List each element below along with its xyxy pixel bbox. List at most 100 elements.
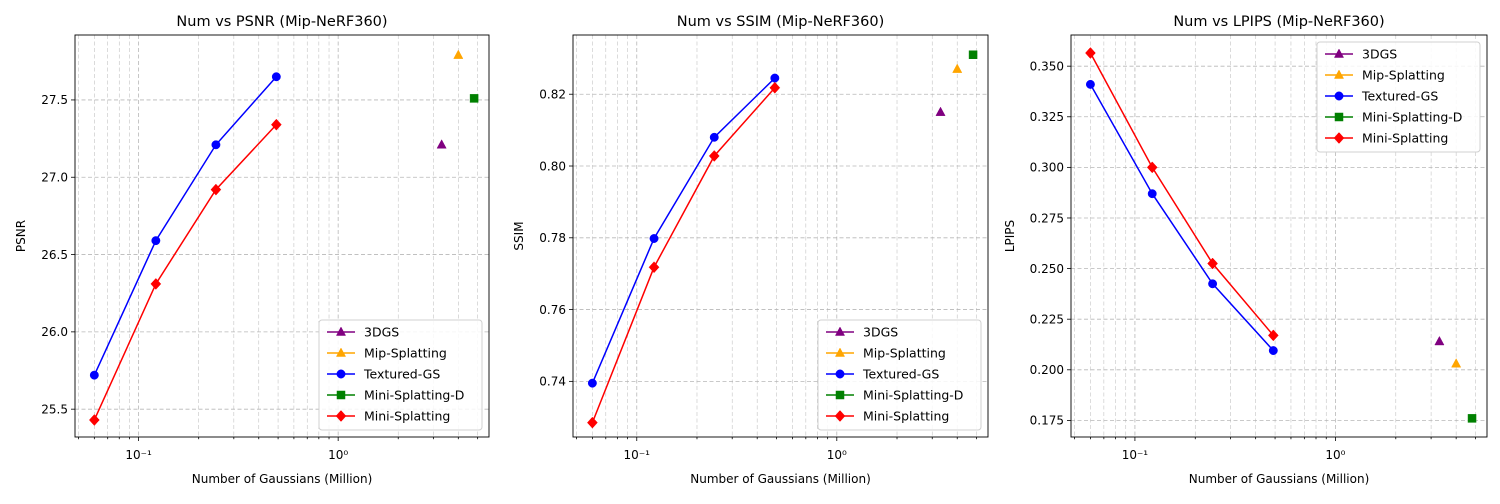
y-axis-ticks: 25.5 26.0 26.5 27.0 27.5 bbox=[41, 93, 75, 416]
legend-marker bbox=[336, 369, 346, 379]
chart-panel-2: 10⁻¹ 10⁰ 0.74 0.76 0.78 0.80 0.82 Num vs SSIM (… bbox=[512, 14, 989, 486]
y-axis-label: SSIM bbox=[512, 221, 526, 250]
data-point bbox=[587, 378, 597, 388]
series-mip-splatting bbox=[952, 63, 963, 73]
x-tick-label: 10⁰ bbox=[328, 448, 348, 462]
x-axis-ticks: 10⁻¹ 10⁰ bbox=[1074, 437, 1476, 462]
legend-label: 3DGS bbox=[1362, 47, 1397, 62]
x-axis-label: Number of Gaussians (Million) bbox=[690, 472, 871, 486]
data-point bbox=[709, 132, 719, 142]
legend-entry: 3DGS bbox=[1325, 47, 1397, 62]
y-tick-label: 0.200 bbox=[1030, 363, 1064, 377]
legend-marker bbox=[336, 390, 346, 400]
series-line bbox=[1089, 84, 1274, 352]
series-mip-splatting bbox=[453, 49, 464, 59]
y-tick-label: 0.350 bbox=[1030, 59, 1064, 73]
series-line bbox=[93, 76, 277, 376]
y-tick-label: 26.0 bbox=[41, 325, 68, 339]
x-axis-label: Number of Gaussians (Million) bbox=[192, 472, 373, 486]
legend-marker bbox=[335, 326, 347, 336]
data-point bbox=[952, 63, 963, 73]
y-tick-label: 0.80 bbox=[539, 159, 566, 173]
data-point bbox=[935, 106, 946, 116]
legend-label: Mip-Splatting bbox=[364, 346, 447, 361]
data-point bbox=[1451, 358, 1462, 368]
legend-label: Mip-Splatting bbox=[1362, 68, 1445, 83]
series-3dgs bbox=[436, 139, 447, 149]
chart-title: Num vs PSNR (Mip-NeRF360) bbox=[176, 14, 387, 30]
data-point bbox=[769, 81, 781, 94]
legend-entry: Textured-GS bbox=[327, 367, 440, 382]
chart-title: Num vs SSIM (Mip-NeRF360) bbox=[677, 14, 884, 30]
data-point bbox=[453, 49, 464, 59]
series-mini-splatting bbox=[587, 81, 781, 429]
legend-marker bbox=[835, 390, 845, 400]
data-point bbox=[587, 416, 598, 429]
chart-panel-1: 10⁻¹ 10⁰ 25.5 26.0 26.5 27.0 27.5 Num vs PSNR (… bbox=[14, 14, 490, 486]
chart-title: Num vs LPIPS (Mip-NeRF360) bbox=[1173, 14, 1384, 30]
legend: 3DGS Mip-Splatting Textured-GS Mini-Splatti… bbox=[817, 319, 982, 431]
legend-label: Mip-Splatting bbox=[863, 346, 946, 361]
data-point bbox=[1208, 279, 1218, 289]
data-point bbox=[1085, 47, 1096, 59]
data-point bbox=[89, 370, 99, 380]
series-line bbox=[591, 87, 776, 423]
data-point bbox=[770, 73, 780, 83]
series-textured-gs bbox=[587, 73, 780, 388]
data-point bbox=[968, 50, 978, 59]
data-point bbox=[89, 414, 100, 426]
data-point bbox=[271, 72, 281, 82]
legend-entry: Mini-Splatting bbox=[1325, 131, 1448, 146]
series-3dgs bbox=[935, 106, 946, 116]
legend-entry: Textured-GS bbox=[826, 367, 939, 382]
y-tick-label: 0.175 bbox=[1030, 414, 1064, 428]
legend-label: Mini-Splatting bbox=[364, 409, 450, 424]
axes-frame bbox=[74, 34, 490, 438]
data-point bbox=[1467, 414, 1477, 423]
x-tick-label: 10⁻¹ bbox=[624, 448, 651, 462]
y-axis-label: LPIPS bbox=[1003, 220, 1017, 252]
data-point bbox=[150, 278, 162, 290]
legend-label: Mini-Splatting bbox=[863, 409, 949, 424]
legend-marker bbox=[1333, 48, 1345, 58]
y-tick-label: 0.76 bbox=[539, 303, 566, 317]
legend-label: Mini-Splatting-D bbox=[863, 388, 963, 403]
y-tick-label: 0.275 bbox=[1030, 211, 1064, 225]
x-axis-ticks: 10⁻¹ 10⁰ bbox=[576, 437, 978, 462]
legend-marker bbox=[834, 410, 846, 422]
series-mip-splatting bbox=[1451, 358, 1462, 368]
data-point bbox=[436, 139, 447, 149]
data-point bbox=[1434, 335, 1445, 346]
legend-marker bbox=[1333, 132, 1345, 144]
axes-frame bbox=[1070, 34, 1488, 438]
legend-entry: 3DGS bbox=[826, 325, 898, 340]
y-axis-ticks: 0.175 0.200 0.225 0.250 0.275 0.300 0.325 0.350 bbox=[1030, 59, 1071, 428]
legend-marker bbox=[1333, 69, 1345, 79]
legend: 3DGS Mip-Splatting Textured-GS Mini-Splatti… bbox=[318, 319, 483, 431]
y-tick-label: 0.300 bbox=[1030, 161, 1064, 175]
legend-label: Mini-Splatting-D bbox=[1362, 110, 1462, 125]
grid bbox=[573, 35, 988, 437]
legend-label: Textured-GS bbox=[862, 367, 939, 382]
series-line bbox=[1089, 52, 1274, 336]
series-line bbox=[591, 77, 776, 384]
data-point bbox=[1207, 257, 1218, 270]
y-tick-label: 0.78 bbox=[539, 231, 566, 245]
legend-label: Textured-GS bbox=[1361, 89, 1438, 104]
legend-entry: Mip-Splatting bbox=[1325, 68, 1445, 83]
x-tick-label: 10⁻¹ bbox=[125, 448, 152, 462]
legend-label: Mini-Splatting bbox=[1362, 131, 1448, 146]
legend-marker bbox=[834, 347, 846, 357]
y-tick-label: 26.5 bbox=[41, 248, 68, 262]
axes-frame bbox=[572, 34, 989, 438]
series-mini-splatting-d bbox=[1467, 414, 1477, 423]
y-tick-label: 0.74 bbox=[539, 375, 566, 389]
legend-entry: Mip-Splatting bbox=[826, 346, 946, 361]
series-textured-gs bbox=[89, 72, 281, 380]
legend-entry: Mini-Splatting bbox=[826, 409, 949, 424]
legend-marker bbox=[335, 410, 347, 422]
legend-label: 3DGS bbox=[863, 325, 898, 340]
legend-entry: Mini-Splatting-D bbox=[327, 388, 464, 403]
